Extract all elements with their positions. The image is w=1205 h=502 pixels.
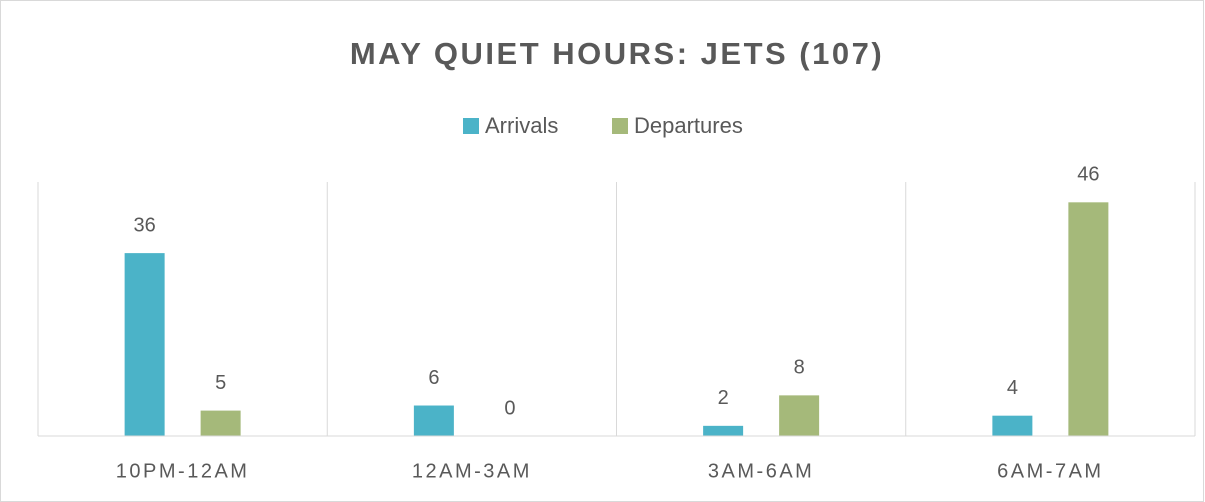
data-label: 8: [794, 357, 805, 379]
bar: [779, 395, 820, 436]
bar: [124, 253, 165, 436]
data-label: 36: [134, 214, 156, 236]
bar: [992, 415, 1033, 436]
data-label: 6: [428, 367, 439, 389]
bar: [413, 405, 454, 436]
bar: [703, 425, 744, 436]
data-label: 4: [1007, 377, 1018, 399]
x-tick-label: 10PM-12AM: [116, 460, 250, 482]
chart-title: MAY QUIET HOURS: JETS (107): [350, 36, 884, 71]
legend-swatch: [612, 118, 628, 134]
data-label: 5: [215, 372, 226, 394]
legend-label: Arrivals: [485, 113, 558, 138]
legend-swatch: [463, 118, 479, 134]
bar: [1068, 202, 1109, 436]
data-label: 0: [504, 397, 515, 419]
data-label: 2: [718, 387, 729, 409]
bar: [200, 410, 241, 436]
x-tick-label: 12AM-3AM: [412, 460, 532, 482]
x-tick-label: 3AM-6AM: [708, 460, 814, 482]
data-label: 46: [1077, 164, 1099, 186]
x-tick-label: 6AM-7AM: [997, 460, 1103, 482]
legend-label: Departures: [634, 113, 743, 138]
